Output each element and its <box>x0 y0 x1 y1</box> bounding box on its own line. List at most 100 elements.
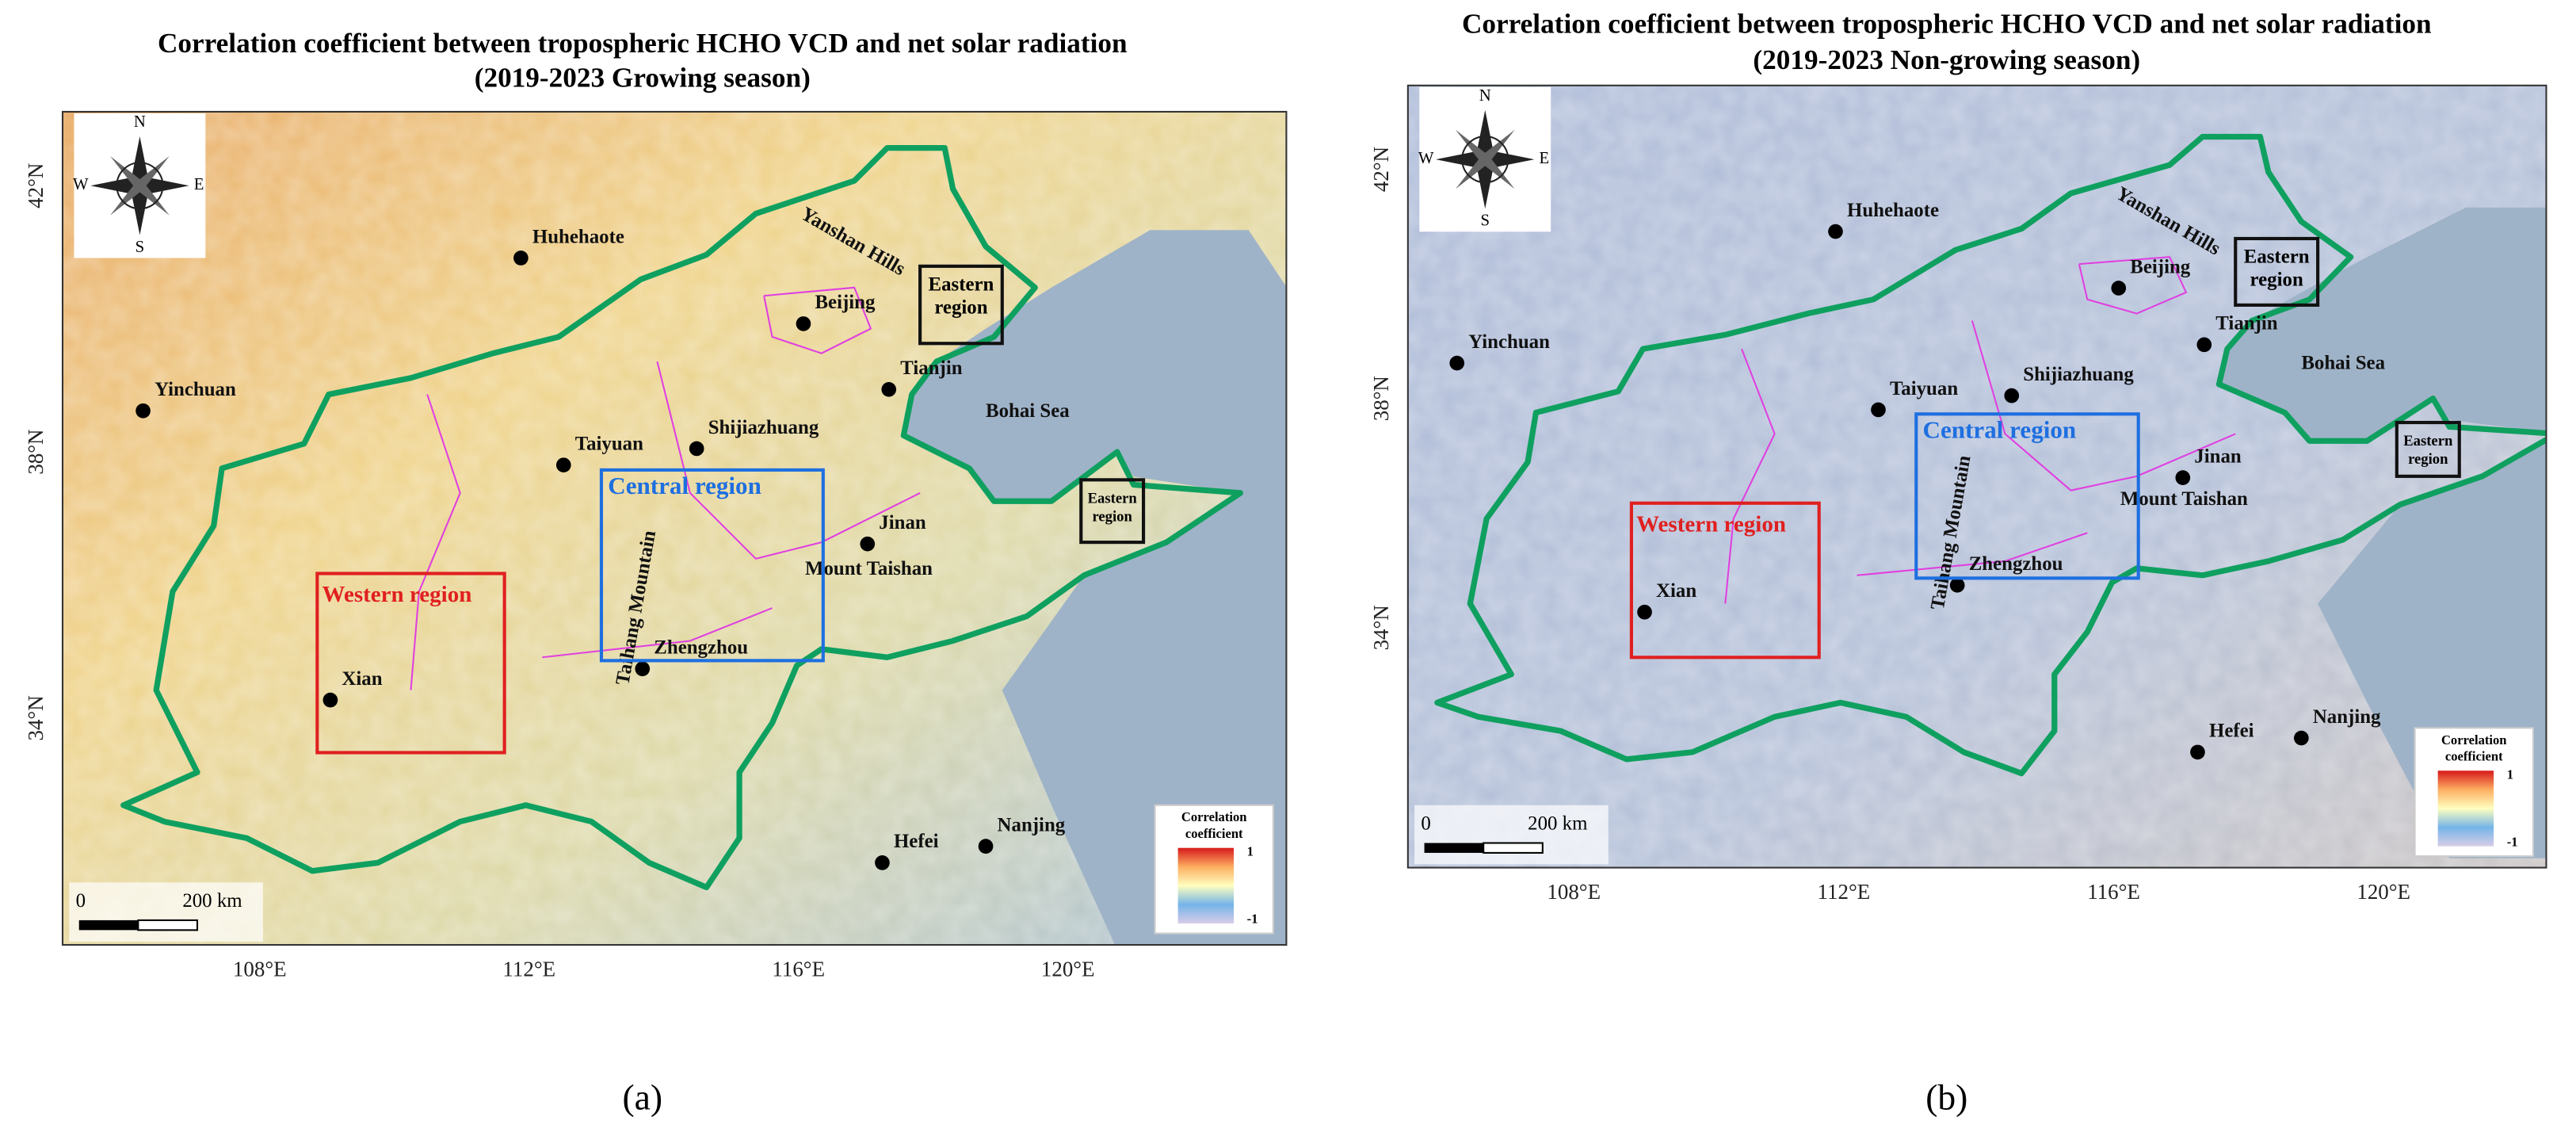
panel-caption: (a) <box>622 1076 662 1117</box>
city-label: Xian <box>342 668 382 690</box>
city-dot <box>2004 388 2020 403</box>
region-label: Western region <box>1636 511 1786 537</box>
map-title: Correlation coefficient between troposph… <box>1462 8 2432 39</box>
province-border <box>656 361 921 560</box>
city-dot <box>881 381 897 397</box>
city-label: Huhehaote <box>532 226 624 247</box>
city-dot <box>135 403 151 419</box>
city-label: Huhehaote <box>1847 200 1939 221</box>
city-label: Hefei <box>894 831 939 852</box>
province-border <box>1971 320 2236 491</box>
lon-label: 112°E <box>1818 880 1871 904</box>
compass-letter: N <box>134 113 146 131</box>
legend-max: 1 <box>2507 767 2513 782</box>
city-label: Hefei <box>2209 721 2254 742</box>
eastern-region-box-small <box>1079 478 1146 545</box>
city-dot <box>635 661 651 677</box>
city-dot <box>1637 604 1652 620</box>
study-area-boundary <box>1434 133 2547 777</box>
map-title: (2019-2023 Growing season) <box>475 63 811 94</box>
region-label: Western region <box>322 582 472 607</box>
region-label: Eastern <box>2403 433 2453 449</box>
region-label: region <box>2408 451 2448 468</box>
province-border <box>763 286 872 354</box>
study-area-boundary <box>120 144 1244 891</box>
compass-star-diag <box>1455 129 1515 189</box>
sea-label: Bohai Sea <box>986 400 1070 422</box>
region-label: Eastern <box>1088 490 1138 507</box>
western-region-box <box>315 572 506 755</box>
lat-label: 42°N <box>24 163 48 208</box>
legend-title: coefficient <box>2445 748 2503 763</box>
city-label: Taiyuan <box>1890 378 1958 400</box>
map-frame <box>61 110 1288 946</box>
compass-star-diag <box>110 155 170 216</box>
lat-label: 38°N <box>24 430 48 475</box>
city-dot <box>322 692 338 708</box>
central-region-box <box>599 468 825 663</box>
city-dot <box>2294 730 2309 746</box>
scale-zero: 0 <box>76 890 86 912</box>
lat-label: 38°N <box>1369 376 1393 421</box>
province-border <box>410 394 461 690</box>
region-label: region <box>1092 508 1132 525</box>
region-label: Eastern <box>2244 247 2310 268</box>
map-title: (2019-2023 Non-growing season) <box>1753 44 2140 75</box>
city-dot <box>875 855 890 870</box>
city-label: Xian <box>1656 580 1696 602</box>
scale-bg <box>1414 805 1609 865</box>
legend-title: Correlation <box>1181 809 1247 824</box>
panel-caption: (b) <box>1925 1076 1967 1117</box>
landmark-label: Mount Taishan <box>805 558 933 579</box>
panels: Correlation coefficient between troposph… <box>24 8 2547 1117</box>
region-label: Eastern <box>929 273 994 295</box>
province-border <box>1724 348 1776 604</box>
legend-min: -1 <box>2507 834 2518 849</box>
sea <box>903 230 1287 946</box>
city-label: Jinan <box>2194 445 2242 467</box>
city-dot <box>796 316 811 331</box>
city-dot <box>1871 402 1886 418</box>
eastern-region-box-small <box>2395 420 2461 478</box>
city-label: Taiyuan <box>575 434 643 455</box>
lon-label: 108°E <box>233 957 287 981</box>
city-label: Zhengzhou <box>654 637 748 659</box>
legend-title: Correlation <box>2441 732 2507 747</box>
city-label: Shijiazhuang <box>2023 364 2134 385</box>
city-label: Yinchuan <box>1468 331 1550 353</box>
lat-label: 34°N <box>24 695 48 740</box>
scale-zero: 0 <box>1421 812 1430 834</box>
compass-ring <box>116 162 164 210</box>
lon-label: 120°E <box>1041 957 1095 981</box>
city-dot <box>2190 744 2205 760</box>
city-dot <box>2175 470 2191 485</box>
compass-letter: N <box>1479 87 1491 105</box>
city-label: Nanjing <box>2313 706 2381 728</box>
city-label: Zhengzhou <box>1969 553 2063 575</box>
city-label: Beijing <box>2130 256 2191 277</box>
city-dot <box>2111 281 2127 296</box>
eastern-region-box <box>918 264 1004 346</box>
eastern-region-box <box>2234 236 2320 307</box>
city-dot <box>1828 224 1843 239</box>
scale-bar-black <box>1424 843 1484 853</box>
lon-label: 120°E <box>2357 880 2410 904</box>
compass-letter: W <box>73 176 89 193</box>
map-panel: Correlation coefficient between troposph… <box>24 28 1288 1117</box>
legend-title: coefficient <box>1185 826 1243 841</box>
landmark-label: Mount Taishan <box>2120 488 2248 510</box>
lon-label: 108°E <box>1547 880 1601 904</box>
city-dot <box>860 536 876 552</box>
legend-min: -1 <box>1247 912 1258 927</box>
compass-letter: W <box>1418 150 1434 167</box>
province-border <box>1857 532 2088 576</box>
city-label: Yinchuan <box>155 379 236 400</box>
city-label: Tianjin <box>2215 313 2277 335</box>
lon-label: 116°E <box>772 957 825 981</box>
compass-letter: E <box>1540 150 1550 167</box>
sea-label: Bohai Sea <box>2301 353 2385 374</box>
lon-label: 116°E <box>2087 880 2140 904</box>
compass-letter: S <box>1481 212 1490 230</box>
city-dot <box>513 250 529 266</box>
city-label: Jinan <box>879 512 926 533</box>
